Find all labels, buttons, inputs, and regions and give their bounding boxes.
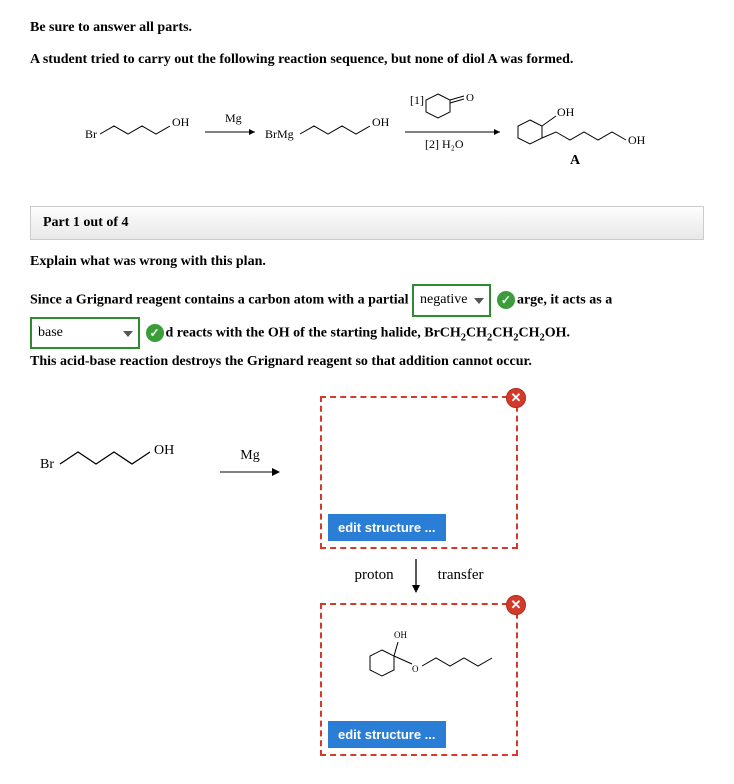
left-molecule: Br OH xyxy=(30,436,200,481)
structure-canvas-1[interactable] xyxy=(322,398,516,508)
bottom-row: Br OH Mg ✕ edit structure ... proton tra… xyxy=(30,396,704,764)
label-o-small: O xyxy=(412,664,419,674)
down-arrow-icon xyxy=(410,559,422,593)
label-br-bottom: Br xyxy=(40,457,54,472)
structure-box-2: ✕ OH O edit structure ... xyxy=(320,603,518,756)
seg1: Since a Grignard reagent contains a carb… xyxy=(30,293,409,308)
right-column: ✕ edit structure ... proton transfer ✕ O… xyxy=(320,396,518,764)
label-oh-4: OH xyxy=(628,133,646,147)
label-oh-small: OH xyxy=(394,630,407,640)
label-mg: Mg xyxy=(225,111,242,125)
arrow-icon xyxy=(220,466,280,478)
structure-2-svg: OH O xyxy=(334,620,504,700)
edit-structure-button-2[interactable]: edit structure ... xyxy=(328,721,446,748)
fill-paragraph: Since a Grignard reagent contains a carb… xyxy=(30,284,704,376)
label-brmg: BrMg xyxy=(265,127,294,141)
seg2: arge, it acts as a xyxy=(517,293,612,308)
left-molecule-svg: Br OH xyxy=(30,436,200,476)
label-oh-2: OH xyxy=(372,115,390,129)
label-oh-bottom: OH xyxy=(154,443,174,458)
structure-box-1: ✕ edit structure ... xyxy=(320,396,518,549)
label-oh-3: OH xyxy=(557,105,575,119)
proton-label: proton xyxy=(355,567,394,584)
reaction-scheme-svg: Br OH Mg BrMg OH [1] O [2] H₂O OH OH A xyxy=(30,86,710,176)
part-header: Part 1 out of 4 xyxy=(30,206,704,240)
label-br: Br xyxy=(85,127,97,141)
reaction-scheme: Br OH Mg BrMg OH [1] O [2] H₂O OH OH A xyxy=(30,86,704,176)
dropdown-base[interactable]: base xyxy=(30,317,140,350)
label-step1: [1] xyxy=(410,93,424,107)
structure-canvas-2[interactable]: OH O xyxy=(322,605,516,715)
dropdown-charge[interactable]: negative xyxy=(412,284,491,317)
transfer-row: proton transfer xyxy=(320,559,518,593)
transfer-label: transfer xyxy=(438,567,484,584)
check-icon: ✓ xyxy=(497,291,515,309)
close-icon[interactable]: ✕ xyxy=(506,595,526,615)
mg-arrow: Mg xyxy=(220,448,280,483)
seg3: d reacts with the OH of the starting hal… xyxy=(166,325,461,340)
mg-label: Mg xyxy=(220,448,280,464)
label-o: O xyxy=(466,92,474,104)
check-icon: ✓ xyxy=(146,324,164,342)
label-a: A xyxy=(570,153,581,168)
seg4: This acid-base reaction destroys the Gri… xyxy=(30,354,532,369)
instruction-line-1: Be sure to answer all parts. xyxy=(30,20,704,36)
edit-structure-button-1[interactable]: edit structure ... xyxy=(328,514,446,541)
label-step2: [2] H₂O xyxy=(425,137,464,151)
close-icon[interactable]: ✕ xyxy=(506,388,526,408)
instruction-line-2: A student tried to carry out the followi… xyxy=(30,52,704,68)
label-oh-1: OH xyxy=(172,115,190,129)
question-text: Explain what was wrong with this plan. xyxy=(30,254,704,270)
